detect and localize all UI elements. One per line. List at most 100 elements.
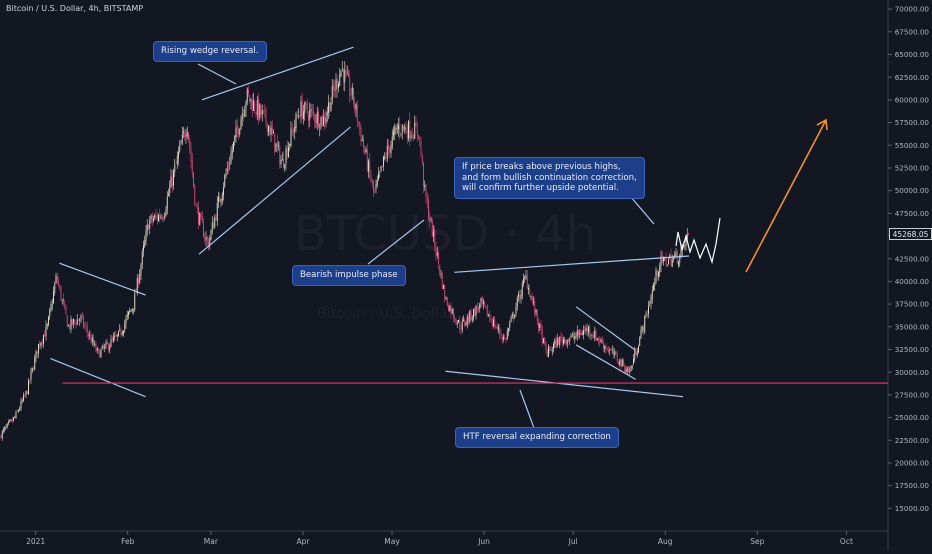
candle-body	[143, 245, 144, 251]
trendline-channel-upper[interactable]	[575, 306, 636, 351]
candle-body	[454, 317, 456, 320]
candle-body	[303, 111, 304, 119]
callout-breakout-note[interactable]: If price breaks above previous highs, an…	[454, 157, 645, 200]
candle-body	[204, 237, 206, 239]
price-tick-label: 42500.00	[895, 254, 930, 263]
candle-body	[660, 256, 662, 267]
candle-body	[685, 238, 687, 246]
candle-body	[108, 343, 109, 350]
trend-lines[interactable]	[50, 46, 690, 398]
candle-body	[566, 340, 568, 345]
candle-body	[338, 83, 339, 88]
price-tick-label: 62500.00	[895, 73, 930, 82]
candle-body	[150, 215, 152, 220]
candle-body	[570, 335, 572, 339]
candle-body	[120, 329, 122, 335]
candle-body	[228, 166, 229, 168]
candle-body	[464, 320, 466, 325]
candle-body	[278, 145, 279, 147]
candle-body	[325, 117, 327, 124]
candle-body	[405, 127, 407, 133]
candle-body	[524, 276, 526, 279]
candle-body	[543, 338, 544, 343]
candle-body	[146, 224, 148, 231]
candle-body	[271, 126, 273, 134]
candle-body	[528, 287, 529, 290]
candle-body	[520, 294, 522, 299]
candle-body	[40, 342, 42, 347]
callout-htf-reversal[interactable]: HTF reversal expanding correction	[455, 427, 619, 448]
candle-body	[161, 217, 163, 220]
candle-body	[359, 122, 361, 129]
candle-body	[499, 327, 501, 334]
candle-body	[530, 296, 532, 297]
candle-body	[10, 419, 12, 421]
candle-body	[360, 127, 362, 142]
candle-body	[334, 88, 336, 92]
candle-body	[623, 360, 624, 366]
candle-body	[221, 194, 223, 201]
projection-arrow	[745, 118, 828, 273]
candle-body	[335, 79, 337, 91]
time-tick-label: Sep	[750, 537, 764, 546]
candle-body	[588, 326, 589, 333]
candle-body	[433, 230, 434, 237]
candle-body	[469, 310, 471, 322]
candle-body	[671, 258, 673, 267]
time-tick-label: Jul	[568, 537, 578, 546]
trendline-flag-lower[interactable]	[50, 357, 146, 398]
candle-body	[48, 316, 49, 325]
candle-body	[240, 118, 242, 130]
candle-body	[269, 125, 271, 136]
candle-body	[641, 326, 643, 330]
trendline-htf-upper[interactable]	[454, 255, 690, 273]
price-tick-label: 65000.00	[895, 50, 930, 59]
candle-body	[450, 305, 452, 314]
trendline-channel-lower[interactable]	[575, 344, 636, 380]
candle-body	[479, 303, 481, 309]
candle-body	[495, 326, 497, 328]
candle-body	[489, 314, 491, 319]
trendline-htf-lower[interactable]	[445, 370, 684, 398]
trendline-wedge-lower[interactable]	[198, 126, 351, 255]
candle-body	[124, 323, 126, 331]
candle-body	[679, 255, 681, 263]
time-axis[interactable]: 2021 Feb Mar Apr May Jun Jul Aug Sep Oct	[26, 531, 853, 546]
candle-body	[438, 252, 439, 264]
candle-body	[445, 297, 447, 299]
candle-body	[396, 128, 398, 130]
candle-body	[615, 352, 617, 355]
candle-body	[274, 133, 276, 151]
candle-body	[425, 184, 427, 198]
candle-body	[71, 319, 73, 325]
price-tick-label: 50000.00	[895, 186, 930, 195]
candle-body	[184, 132, 186, 138]
candle-body	[385, 157, 387, 158]
projection-zigzag	[675, 217, 721, 265]
candle-body	[563, 339, 564, 344]
candle-body	[408, 121, 409, 139]
callout-rising-wedge[interactable]: Rising wedge reversal.	[153, 41, 267, 62]
callout-bearish-impulse[interactable]: Bearish impulse phase	[292, 265, 406, 286]
trendline-flag-upper[interactable]	[59, 262, 146, 296]
candle-body	[254, 102, 256, 112]
candle-body	[135, 292, 137, 294]
time-tick-label: Aug	[658, 537, 673, 546]
candle-body	[494, 318, 496, 328]
candle-body	[6, 423, 8, 427]
candle-body	[468, 317, 469, 322]
candle-body	[158, 215, 159, 221]
pointer-breakout-note	[629, 195, 655, 225]
price-axis[interactable]: 70000.00 67500.00 65000.00 62500.00 60000.00…	[888, 5, 929, 513]
candle-body	[183, 131, 184, 133]
candle-body	[614, 351, 616, 356]
candle-body	[265, 109, 267, 123]
candle-body	[104, 345, 106, 349]
candle-body	[461, 320, 463, 330]
trendline-wedge-upper[interactable]	[201, 46, 354, 101]
candle-body	[81, 315, 83, 317]
candle-body	[575, 336, 577, 338]
candle-body	[174, 165, 176, 172]
time-tick-label: May	[384, 537, 400, 546]
